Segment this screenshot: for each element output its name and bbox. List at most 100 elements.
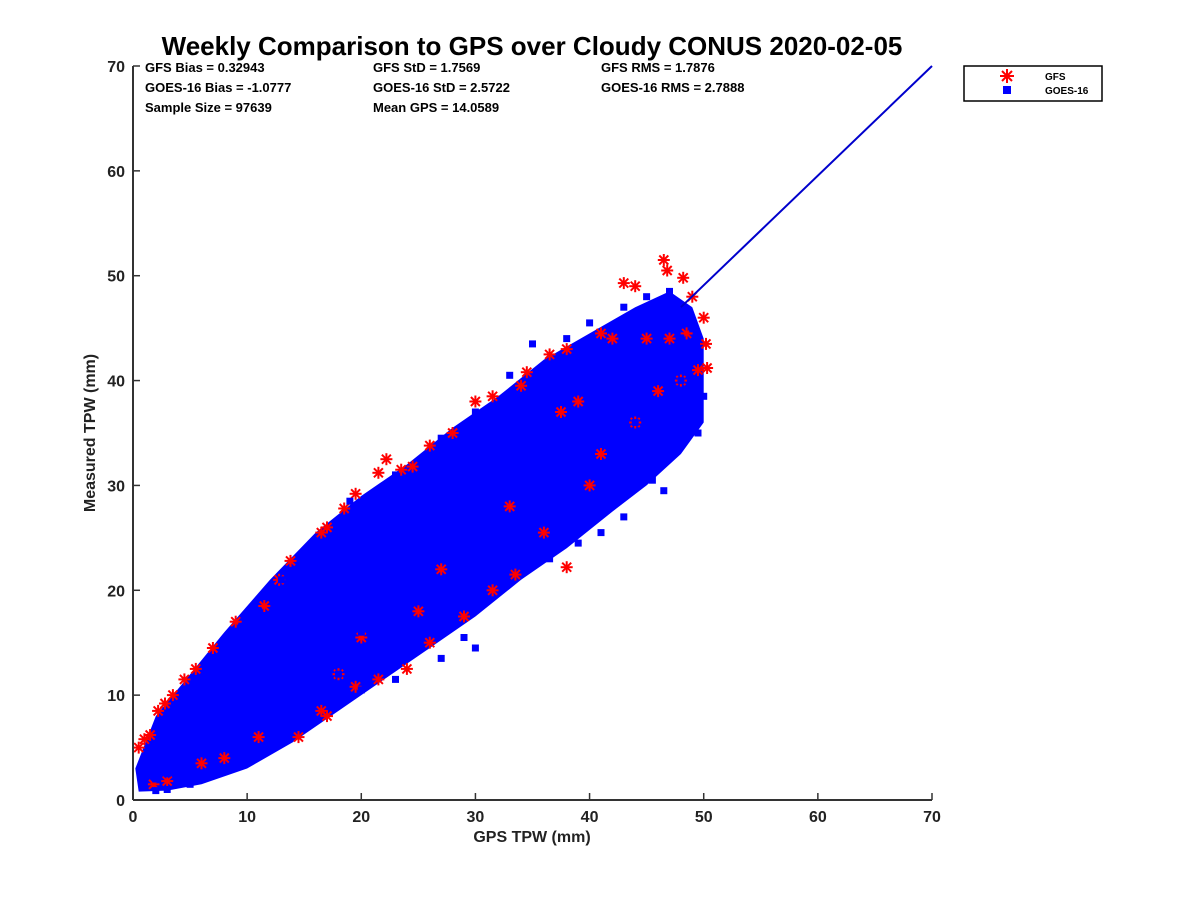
- x-axis-label: GPS TPW (mm): [473, 829, 590, 846]
- gfs-point: [520, 366, 533, 379]
- gfs-point: [560, 343, 573, 356]
- goes-point: [471, 644, 479, 652]
- gfs-point: [606, 332, 619, 345]
- mean-gps-text: Mean GPS = 14.0589: [373, 100, 499, 115]
- goes-point: [666, 429, 673, 437]
- gfs-point: [166, 689, 179, 702]
- goes-point: [323, 686, 331, 694]
- y-ticks: 0 10 20 30 40 50 60 70: [107, 59, 140, 810]
- y-axis-label: Measured TPW (mm): [82, 354, 99, 512]
- goes-point: [175, 733, 183, 741]
- goes-point: [266, 696, 274, 704]
- goes-point: [152, 787, 160, 795]
- goes-point: [414, 555, 422, 563]
- gfs-point: [400, 662, 413, 675]
- goes-point: [243, 749, 251, 757]
- goes-point: [608, 440, 616, 447]
- goes-point: [335, 670, 342, 678]
- gfs-point: [560, 561, 573, 574]
- gfs-point: [372, 466, 385, 479]
- goes-point: [414, 623, 422, 631]
- goes-point: [494, 571, 502, 579]
- gfs-point: [144, 729, 157, 741]
- goes-point: [540, 481, 548, 489]
- gfs-point: [486, 390, 499, 403]
- goes-point: [277, 728, 285, 736]
- goes-point: [266, 639, 274, 647]
- goes-point: [648, 476, 656, 484]
- gfs-point: [595, 327, 607, 340]
- stats-block: GFS Bias = 0.32943 GFS StD = 1.7569 GFS …: [145, 60, 744, 115]
- goes-point: [392, 675, 399, 683]
- x-tick-label: 0: [129, 809, 138, 826]
- goes-density-region: [135, 291, 704, 792]
- reference-line: [680, 65, 933, 308]
- goes-point: [346, 497, 354, 505]
- goes-point: [237, 623, 245, 631]
- gfs-point: [206, 642, 219, 654]
- goes-point: [426, 576, 434, 584]
- legend-gfs-marker: [1000, 69, 1014, 83]
- goes-point: [529, 340, 536, 348]
- gfs-point: [152, 704, 165, 717]
- goes-point: [597, 398, 605, 405]
- gfs-point: [380, 453, 393, 466]
- gfs-point: [412, 605, 425, 618]
- gfs-point: [218, 752, 231, 765]
- goes-point: [517, 497, 525, 505]
- goes-point: [163, 786, 171, 793]
- y-tick-label: 20: [107, 583, 125, 600]
- goes-point: [471, 408, 479, 416]
- gfs-point: [458, 610, 470, 623]
- goes-point: [140, 780, 148, 788]
- gfs-point: [435, 563, 448, 576]
- goes-point: [198, 749, 205, 757]
- goes-point: [694, 429, 702, 437]
- gfs-point: [537, 526, 550, 539]
- goes-point: [380, 607, 388, 615]
- goes-point: [620, 461, 628, 468]
- goes-point: [209, 707, 217, 715]
- gfs-point: [663, 332, 676, 345]
- goes-point: [506, 471, 514, 479]
- goes-std-text: GOES-16 StD = 2.5722: [373, 80, 510, 95]
- gfs-point: [640, 332, 653, 345]
- goes-point: [369, 649, 377, 657]
- x-tick-label: 10: [238, 809, 256, 826]
- goes-point: [643, 293, 651, 301]
- goes-point: [551, 377, 559, 385]
- gfs-point: [661, 264, 674, 277]
- x-tick-label: 40: [581, 809, 599, 826]
- gfs-point: [657, 254, 670, 266]
- goes-point: [654, 398, 662, 405]
- goes-point: [255, 607, 263, 615]
- goes-point: [220, 733, 228, 741]
- goes-point: [460, 634, 468, 641]
- goes-point: [517, 560, 525, 568]
- goes-point: [357, 628, 365, 636]
- goes-point: [586, 319, 594, 327]
- gfs-point: [583, 479, 596, 492]
- goes-point: [220, 765, 228, 772]
- x-tick-label: 30: [467, 809, 485, 826]
- gfs-point: [572, 395, 585, 408]
- gfs-point: [315, 526, 328, 539]
- y-tick-label: 40: [107, 374, 125, 391]
- goes-point: [414, 481, 422, 489]
- gfs-std-text: GFS StD = 1.7569: [373, 60, 480, 75]
- goes-point: [289, 681, 297, 689]
- legend-gfs-label: GFS: [1045, 72, 1066, 83]
- goes-point: [677, 377, 685, 385]
- gfs-point: [189, 662, 202, 675]
- gfs-point: [677, 271, 690, 284]
- goes-point: [243, 681, 251, 689]
- gfs-point: [509, 568, 522, 581]
- goes-point: [243, 717, 251, 725]
- y-tick-label: 0: [116, 793, 125, 810]
- gfs-rms-text: GFS RMS = 1.7876: [601, 60, 715, 75]
- data-cloud: [135, 291, 704, 792]
- x-tick-label: 20: [352, 809, 370, 826]
- goes-point: [660, 487, 668, 495]
- goes-point: [551, 429, 559, 437]
- goes-point: [700, 392, 708, 400]
